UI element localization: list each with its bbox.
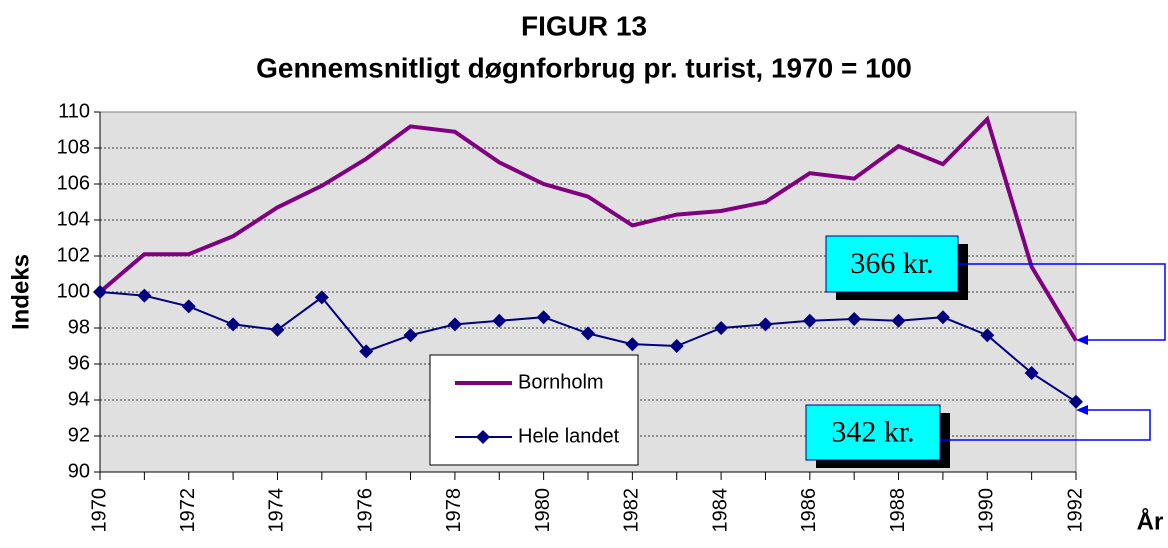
data-point	[492, 313, 507, 328]
x-tick-label: 1992	[1064, 488, 1086, 533]
data-point	[181, 299, 196, 314]
data-point	[137, 288, 152, 303]
annotation-connector	[940, 409, 1151, 441]
data-point	[270, 322, 285, 337]
data-point	[802, 313, 817, 328]
y-tick-label: 98	[68, 316, 90, 338]
annotation-text: 342 kr.	[831, 415, 914, 448]
series-line	[98, 115, 1078, 342]
annotation-box	[825, 235, 959, 293]
data-point	[935, 310, 950, 325]
data-point	[714, 321, 729, 335]
x-tick-label: 1984	[709, 488, 731, 533]
x-tick-label: 1974	[266, 488, 288, 533]
x-tick-label: 1988	[887, 488, 909, 533]
data-point	[403, 328, 418, 343]
annotation-arrowhead	[1076, 335, 1088, 345]
y-tick-label: 106	[57, 172, 90, 194]
legend-label: Hele landet	[518, 425, 620, 447]
data-point	[1069, 394, 1083, 409]
legend-marker	[476, 430, 490, 444]
y-tick-label: 92	[68, 424, 90, 446]
data-point	[536, 310, 551, 325]
annotation-box	[805, 404, 941, 461]
data-point	[625, 337, 640, 352]
x-tick-label: 1976	[354, 488, 376, 533]
data-point	[1024, 366, 1039, 380]
annotation-text: 366 kr.	[850, 247, 933, 280]
data-point	[314, 290, 329, 305]
chart-subtitle: Gennemsnitligt døgnforbrug pr. turist, 1…	[256, 52, 912, 83]
data-point	[359, 344, 374, 359]
x-tick-label: 1978	[443, 488, 465, 533]
y-axis-label: Indeks	[7, 254, 34, 330]
x-tick-label: 1972	[177, 488, 199, 533]
y-tick-label: 108	[57, 136, 90, 158]
legend	[429, 354, 639, 466]
legend-label: Bornholm	[518, 371, 604, 393]
x-tick-label: 1980	[532, 488, 554, 533]
data-point	[226, 317, 241, 332]
data-point	[758, 317, 773, 332]
data-point	[980, 328, 995, 343]
x-tick-label: 1990	[976, 488, 998, 533]
x-axis-label: År	[1137, 507, 1164, 535]
y-tick-label: 96	[68, 352, 90, 374]
x-tick-label: 1986	[798, 488, 820, 533]
data-point	[581, 326, 595, 341]
annotation-arrowhead	[1076, 405, 1088, 415]
x-tick-label: 1970	[88, 488, 110, 533]
data-point	[93, 285, 107, 299]
y-tick-label: 102	[57, 244, 90, 266]
data-point	[669, 339, 684, 353]
y-tick-label: 104	[57, 208, 90, 230]
x-tick-label: 1982	[621, 488, 643, 533]
chart-title: FIGUR 13	[521, 10, 647, 41]
data-point	[847, 312, 862, 326]
y-tick-label: 100	[57, 280, 90, 302]
y-tick-label: 94	[68, 388, 90, 410]
y-tick-label: 110	[58, 100, 90, 122]
data-point	[891, 313, 906, 328]
y-tick-label: 90	[68, 460, 90, 482]
annotation-connector	[958, 263, 1166, 341]
data-point	[447, 317, 462, 332]
